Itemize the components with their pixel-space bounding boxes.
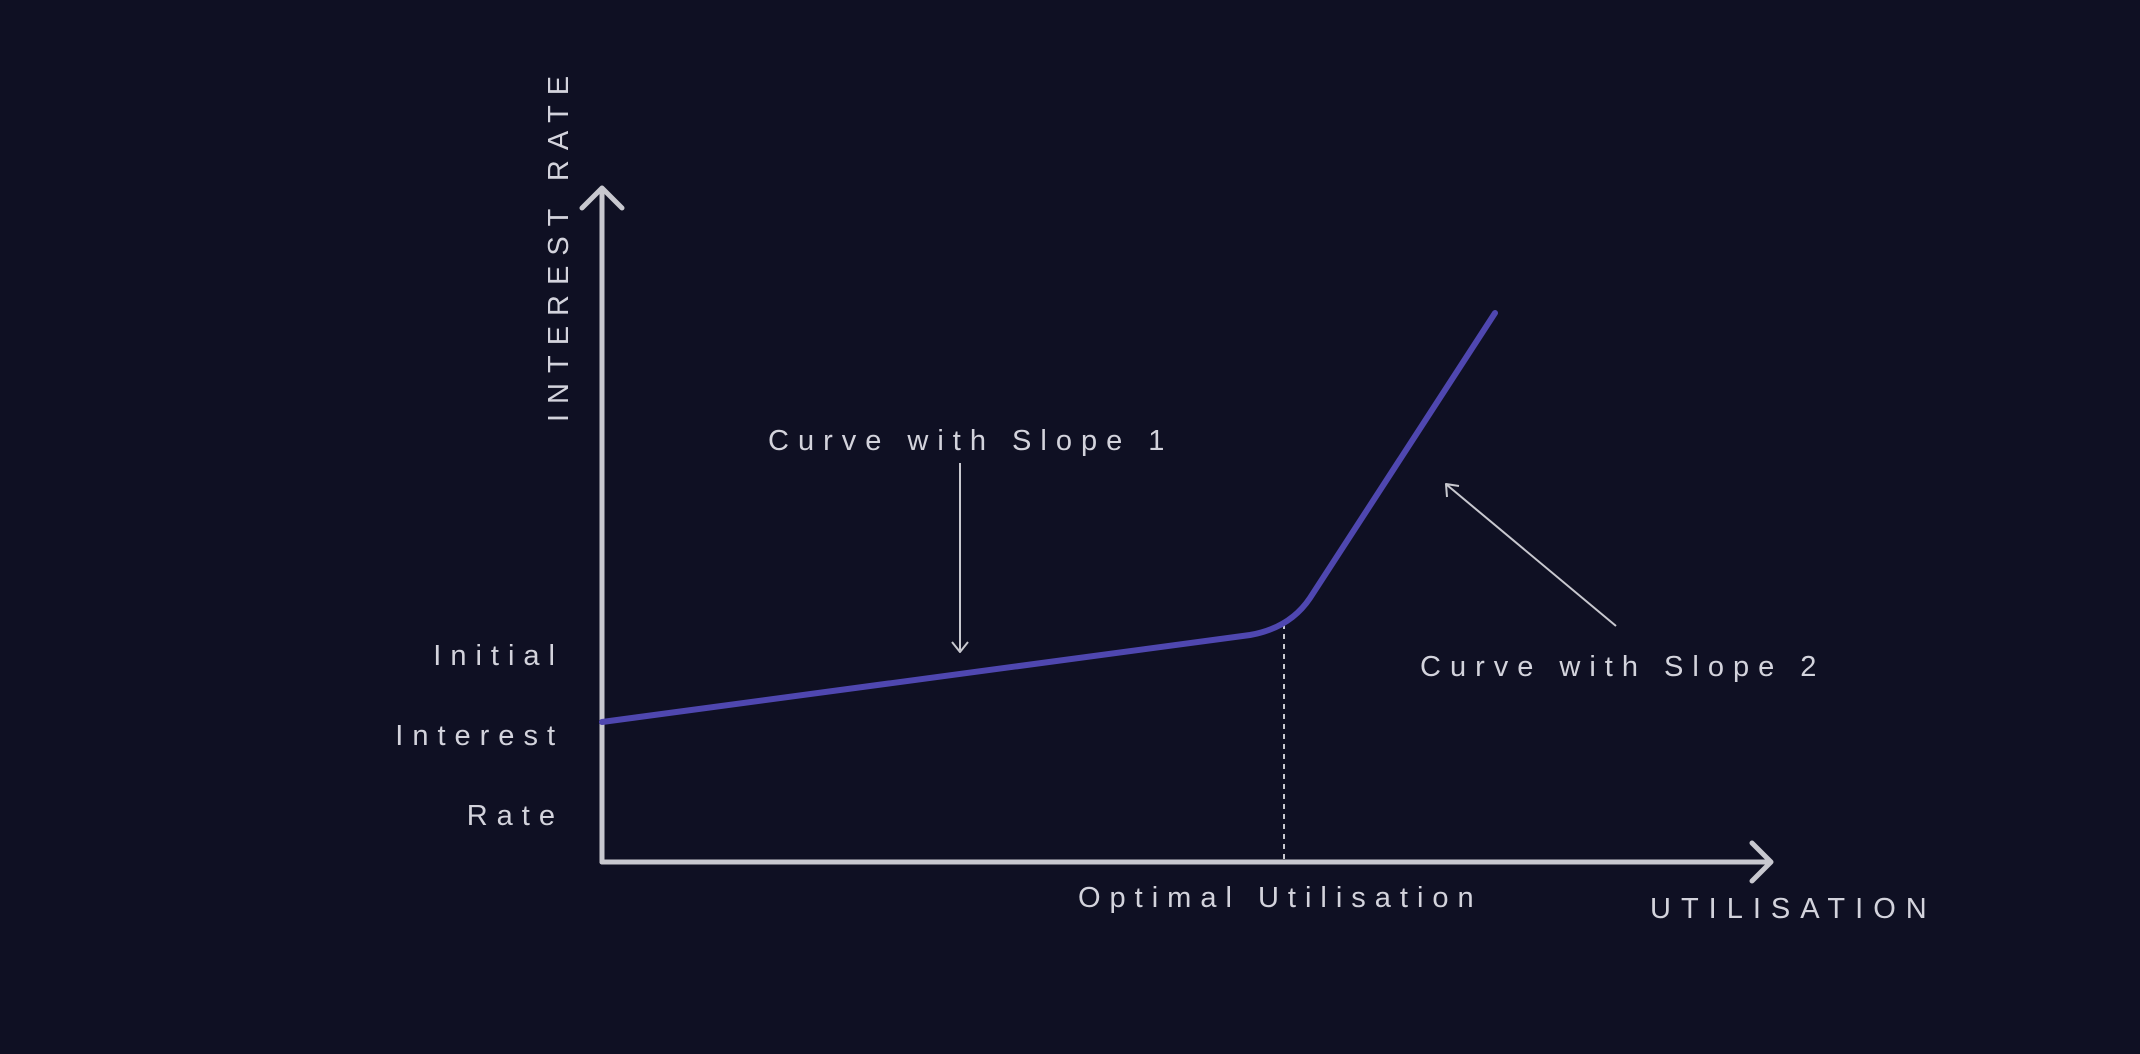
slope2-pointer-arrowhead xyxy=(1445,483,1460,498)
y-axis-label: INTEREST RATE xyxy=(543,66,575,422)
initial-rate-label-line1: Initial xyxy=(433,640,564,672)
x-axis-label: UTILISATION xyxy=(1650,893,1937,925)
initial-rate-label-line2: Interest xyxy=(395,720,564,752)
initial-rate-label-line3: Rate xyxy=(467,800,564,832)
slope1-pointer-arrowhead xyxy=(951,641,969,653)
y-axis-arrowhead xyxy=(579,185,625,211)
interest-rate-curve xyxy=(599,310,1498,725)
x-axis-arrowhead xyxy=(1749,840,1774,884)
slope2-pointer-line xyxy=(1446,484,1617,627)
slope2-label: Curve with Slope 2 xyxy=(1420,651,1825,683)
slope1-label: Curve with Slope 1 xyxy=(768,425,1173,457)
optimal-utilisation-label: Optimal Utilisation xyxy=(1078,882,1483,914)
